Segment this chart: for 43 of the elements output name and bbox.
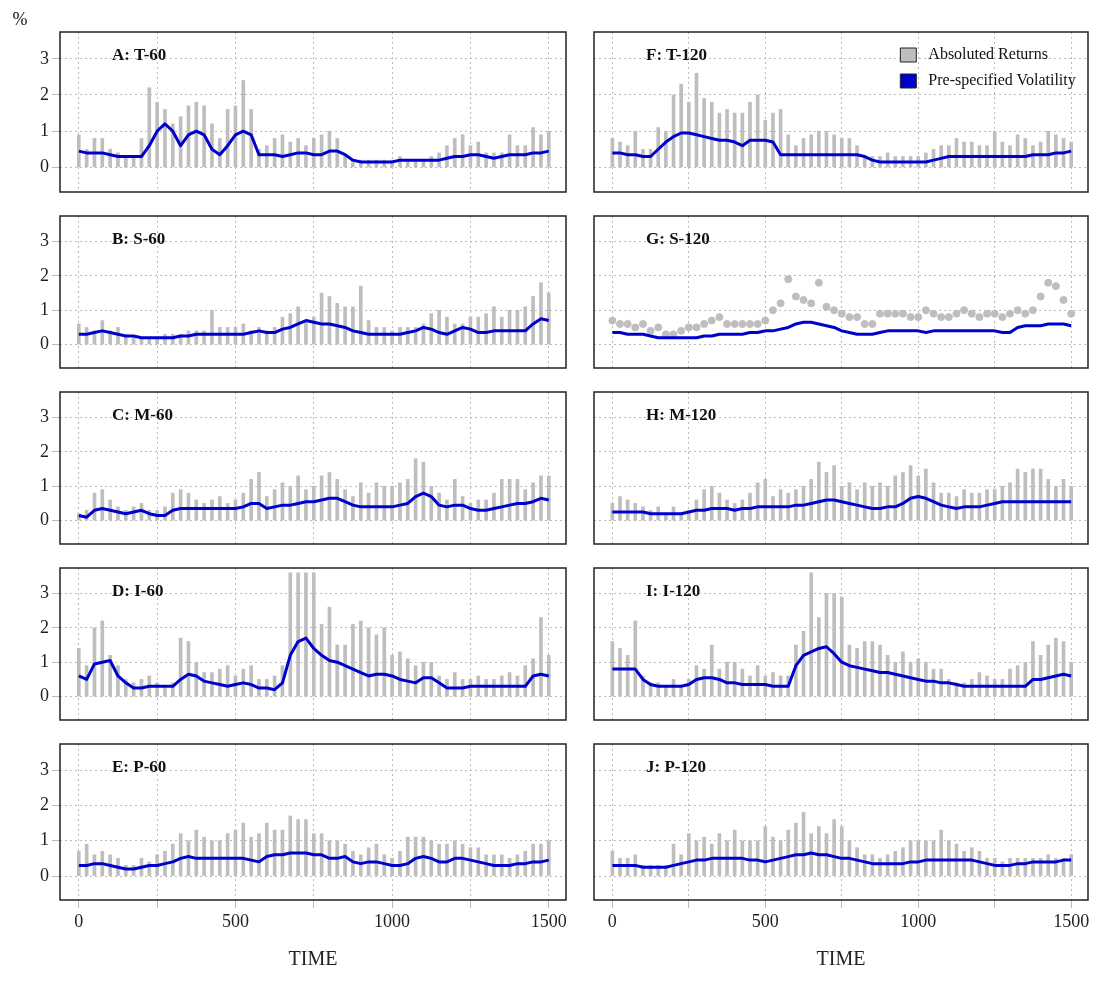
x-axis-title: TIME <box>816 947 866 970</box>
y-tick-label: 2 <box>40 440 49 461</box>
y-axis-title: % <box>12 8 28 29</box>
y-tick-label: 0 <box>40 509 49 530</box>
y-tick-label: 1 <box>40 829 49 850</box>
y-tick-label: 2 <box>40 616 49 637</box>
text: C: M-60 <box>112 405 173 425</box>
y-tick-label: 3 <box>40 47 49 68</box>
x-axis-title: TIME <box>288 947 338 970</box>
x-tick-label: 0 <box>607 910 617 931</box>
y-tick-label: 3 <box>40 582 49 603</box>
y-tick-label: 0 <box>40 156 49 177</box>
text: B: S-60 <box>112 229 166 249</box>
y-tick-label: 1 <box>40 119 49 140</box>
text: H: M-120 <box>646 405 717 425</box>
x-tick-label: 500 <box>751 910 779 931</box>
y-tick-label: 0 <box>40 333 49 354</box>
text: G: S-120 <box>646 229 710 249</box>
text: F: T-120 <box>646 45 707 65</box>
x-tick-label: 0 <box>74 910 84 931</box>
x-tick-label: 1500 <box>1053 910 1090 931</box>
y-tick-label: 2 <box>40 83 49 104</box>
y-tick-label: 2 <box>40 794 49 815</box>
x-tick-label: 1000 <box>374 910 411 931</box>
y-tick-label: 0 <box>40 864 49 885</box>
text: A: T-60 <box>112 45 167 65</box>
y-tick-label: 1 <box>40 650 49 671</box>
text: E: P-60 <box>112 757 167 777</box>
x-tick-label: 500 <box>221 910 249 931</box>
text: I: I-120 <box>646 581 701 601</box>
y-tick-label: 3 <box>40 406 49 427</box>
y-tick-label: 3 <box>40 758 49 779</box>
legend-label: Pre-specified Volatility <box>928 71 1076 90</box>
text: D: I-60 <box>112 581 164 601</box>
x-tick-label: 1500 <box>530 910 567 931</box>
y-tick-label: 3 <box>40 230 49 251</box>
text: J: P-120 <box>646 757 706 777</box>
y-tick-label: 2 <box>40 264 49 285</box>
y-tick-label: 0 <box>40 685 49 706</box>
legend-label: Absoluted Returns <box>928 45 1048 63</box>
y-tick-label: 1 <box>40 474 49 495</box>
x-tick-label: 1000 <box>900 910 937 931</box>
y-tick-label: 1 <box>40 298 49 319</box>
